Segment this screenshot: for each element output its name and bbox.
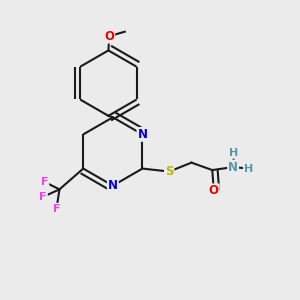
Text: N: N xyxy=(108,179,118,192)
Text: S: S xyxy=(165,165,173,178)
Text: F: F xyxy=(53,204,60,214)
Text: N: N xyxy=(228,160,238,174)
Text: F: F xyxy=(39,192,47,202)
Text: O: O xyxy=(104,30,114,43)
Text: H: H xyxy=(244,164,253,174)
Text: O: O xyxy=(209,184,219,197)
Text: N: N xyxy=(137,128,147,141)
Text: H: H xyxy=(230,148,238,158)
Text: F: F xyxy=(41,177,48,187)
